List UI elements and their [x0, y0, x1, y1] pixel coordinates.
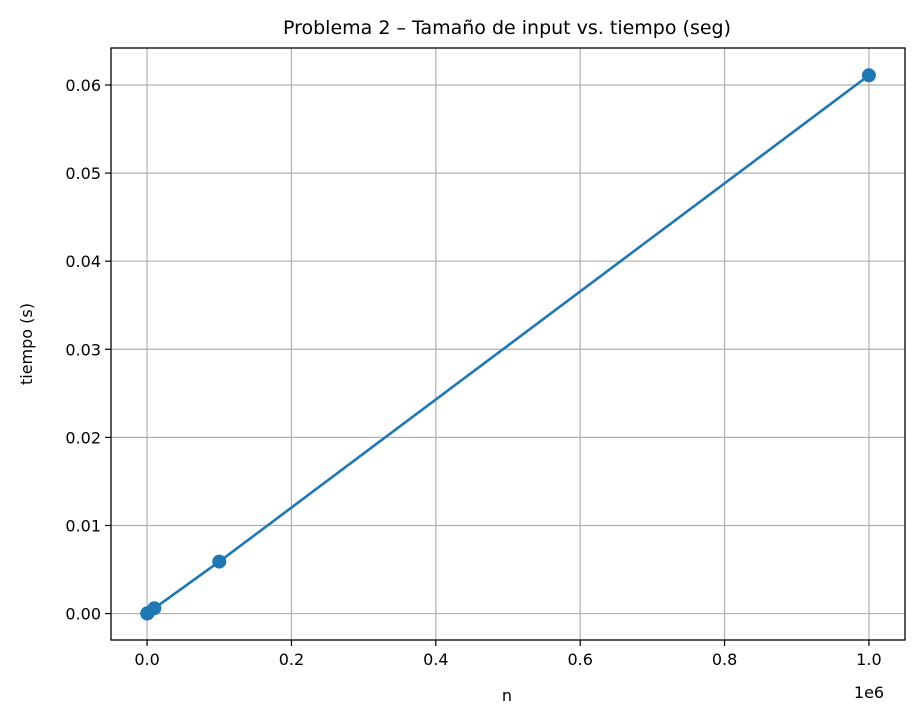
axes-frame — [110, 47, 906, 641]
x-tick-label: 0.6 — [567, 650, 592, 669]
series-line — [146, 74, 870, 615]
x-tick-label: 0.8 — [712, 650, 737, 669]
x-axis-ticks: 0.0 0.2 0.4 0.6 0.8 1.0 — [134, 640, 882, 669]
x-tick-label: 1.0 — [856, 650, 881, 669]
series-layer — [140, 68, 876, 621]
y-axis-ticks: 0.00 0.01 0.02 0.03 0.04 0.05 0.06 — [65, 76, 111, 624]
grid — [111, 48, 905, 640]
chart-title: Problema 2 – Tamaño de input vs. tiempo … — [283, 17, 731, 39]
data-point — [212, 554, 227, 569]
x-tick-label: 0.4 — [423, 650, 448, 669]
x-tick-label: 0.0 — [134, 650, 159, 669]
y-tick-label: 0.04 — [65, 252, 101, 271]
y-tick-label: 0.01 — [65, 516, 101, 535]
y-tick-label: 0.00 — [65, 605, 101, 624]
y-axis-title: tiempo (s) — [17, 303, 36, 385]
y-tick-label: 0.05 — [65, 164, 101, 183]
y-tick-label: 0.06 — [65, 76, 101, 95]
x-axis-offset-label: 1e6 — [854, 683, 884, 702]
x-axis-title: n — [502, 686, 512, 705]
data-point — [147, 601, 162, 616]
data-point — [861, 68, 876, 83]
y-tick-label: 0.02 — [65, 428, 101, 447]
x-tick-label: 0.2 — [279, 650, 304, 669]
y-tick-label: 0.03 — [65, 340, 101, 359]
